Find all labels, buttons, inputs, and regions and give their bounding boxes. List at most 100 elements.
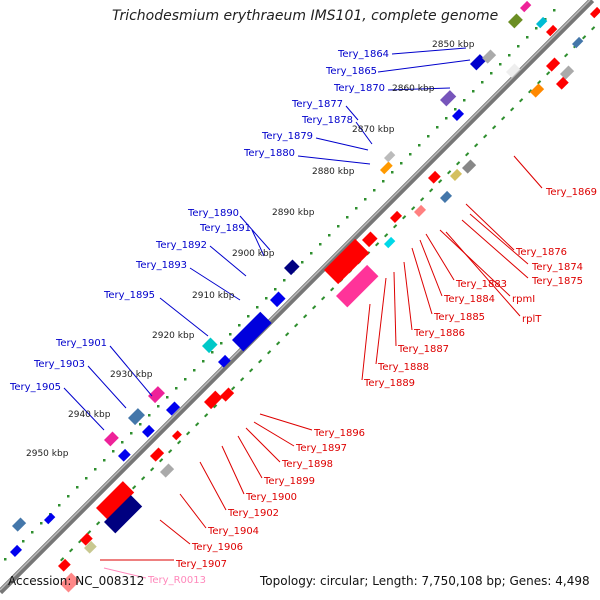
gene-feature <box>390 210 403 223</box>
tick-dot <box>283 279 286 282</box>
tick-dot <box>157 405 160 408</box>
tick-dot <box>202 360 205 363</box>
gene-feature <box>284 259 300 276</box>
gene-label-tery-1865[interactable]: Tery_1865 <box>325 66 377 77</box>
gene-label-tery-1900[interactable]: Tery_1900 <box>245 492 297 503</box>
leader-line-rplt <box>445 231 521 317</box>
tick-dash <box>267 350 272 355</box>
kbp-tick-label: 2900 kbp <box>232 249 275 259</box>
gene-label-tery-1870[interactable]: Tery_1870 <box>333 83 385 94</box>
gene-label-tery-1899[interactable]: Tery_1899 <box>263 476 315 487</box>
tick-dash <box>69 548 74 553</box>
gene-label-tery-1890[interactable]: Tery_1890 <box>187 208 239 219</box>
gene-label-tery-1892[interactable]: Tery_1892 <box>155 240 207 251</box>
gene-feature <box>142 424 155 438</box>
tick-dot <box>319 243 322 246</box>
gene-label-tery-1897[interactable]: Tery_1897 <box>295 443 347 454</box>
gene-label-tery-1889[interactable]: Tery_1889 <box>363 378 415 389</box>
tick-dash <box>249 368 254 373</box>
tick-dot <box>337 225 340 228</box>
label-leader-lines <box>63 47 543 579</box>
map-title: Trichodesmium erythraeum IMS101, complet… <box>112 8 499 24</box>
gene-label-tery-1884[interactable]: Tery_1884 <box>443 294 495 305</box>
gene-label-tery-1893[interactable]: Tery_1893 <box>135 260 187 271</box>
leader-line-tery-1864 <box>391 47 467 55</box>
gene-label-tery-1902[interactable]: Tery_1902 <box>227 508 279 519</box>
leader-line-tery-1877 <box>345 105 359 121</box>
tick-dot <box>22 540 25 543</box>
tick-dot <box>211 351 214 354</box>
gene-label-tery-1898[interactable]: Tery_1898 <box>281 459 333 470</box>
gene-label-tery-1903[interactable]: Tery_1903 <box>33 359 85 370</box>
tick-dash <box>60 557 65 562</box>
gene-feature <box>546 57 561 72</box>
gene-label-tery-1864[interactable]: Tery_1864 <box>337 49 389 60</box>
tick-dot <box>328 234 331 237</box>
gene-feature <box>232 311 272 352</box>
gene-label-tery-1880[interactable]: Tery_1880 <box>243 148 295 159</box>
tick-dot <box>94 468 97 471</box>
tick-dash <box>375 242 380 247</box>
gene-feature <box>103 495 143 534</box>
gene-label-rplt[interactable]: rplT <box>522 314 542 325</box>
leader-line-tery-1906 <box>159 519 191 545</box>
tick-dash <box>501 116 506 121</box>
gene-label-tery-1888[interactable]: Tery_1888 <box>377 362 429 373</box>
tick-dot <box>121 441 124 444</box>
tick-dash <box>483 134 488 139</box>
gene-label-tery-1869[interactable]: Tery_1869 <box>545 187 597 198</box>
gene-label-tery-1896[interactable]: Tery_1896 <box>313 428 365 439</box>
gene-label-tery-1895[interactable]: Tery_1895 <box>103 290 155 301</box>
tick-dash <box>330 287 335 292</box>
gene-label-tery-1883[interactable]: Tery_1883 <box>455 279 507 290</box>
leader-line-tery-1885 <box>411 247 433 315</box>
tick-dash <box>159 458 164 463</box>
rna-label-tery-r0013[interactable]: Tery_R0013 <box>147 575 206 586</box>
gene-feature <box>270 291 286 308</box>
leader-line-tery-1865 <box>377 59 471 73</box>
tick-dash <box>492 125 497 130</box>
gene-features <box>9 0 600 593</box>
gene-label-rpmi[interactable]: rpmI <box>512 294 535 305</box>
gene-label-tery-1876[interactable]: Tery_1876 <box>515 247 567 258</box>
gene-label-tery-1887[interactable]: Tery_1887 <box>397 344 449 355</box>
gene-feature <box>203 390 223 410</box>
gene-feature <box>450 168 463 181</box>
gene-feature <box>546 24 558 37</box>
gene-feature <box>428 170 441 184</box>
gene-label-tery-1885[interactable]: Tery_1885 <box>433 312 485 323</box>
gene-label-tery-1874[interactable]: Tery_1874 <box>531 262 583 273</box>
leader-line-tery-1874 <box>469 213 529 265</box>
tick-dot <box>418 144 421 147</box>
gene-label-tery-1901[interactable]: Tery_1901 <box>55 338 107 349</box>
gene-label-tery-1875[interactable]: Tery_1875 <box>531 276 583 287</box>
gene-label-tery-1906[interactable]: Tery_1906 <box>191 542 243 553</box>
tick-dash <box>186 431 191 436</box>
tick-dash <box>411 206 416 211</box>
tick-dash <box>87 530 92 535</box>
tick-dash <box>384 233 389 238</box>
leader-line-tery-1892 <box>209 245 247 277</box>
tick-dot <box>166 396 169 399</box>
tick-dot <box>4 558 7 561</box>
tick-dash <box>240 377 245 382</box>
gene-feature <box>57 558 71 572</box>
kbp-tick-label: 2940 kbp <box>68 410 111 420</box>
gene-label-tery-1878[interactable]: Tery_1878 <box>301 115 353 126</box>
tick-dash <box>447 170 452 175</box>
tick-dot <box>67 495 70 498</box>
gene-label-tery-1905[interactable]: Tery_1905 <box>9 382 61 393</box>
leader-line-tery-1887 <box>393 271 397 347</box>
tick-dot <box>148 414 151 417</box>
gene-label-tery-1907[interactable]: Tery_1907 <box>175 559 227 570</box>
tick-dot <box>535 27 538 30</box>
gene-label-tery-1891[interactable]: Tery_1891 <box>199 223 251 234</box>
tick-dash <box>213 404 218 409</box>
tick-dash <box>474 143 479 148</box>
gene-feature <box>555 76 569 90</box>
gene-label-tery-1904[interactable]: Tery_1904 <box>207 526 259 537</box>
gene-label-tery-1879[interactable]: Tery_1879 <box>261 131 313 142</box>
gene-label-tery-1886[interactable]: Tery_1886 <box>413 328 465 339</box>
gene-label-tery-1877[interactable]: Tery_1877 <box>291 99 343 110</box>
